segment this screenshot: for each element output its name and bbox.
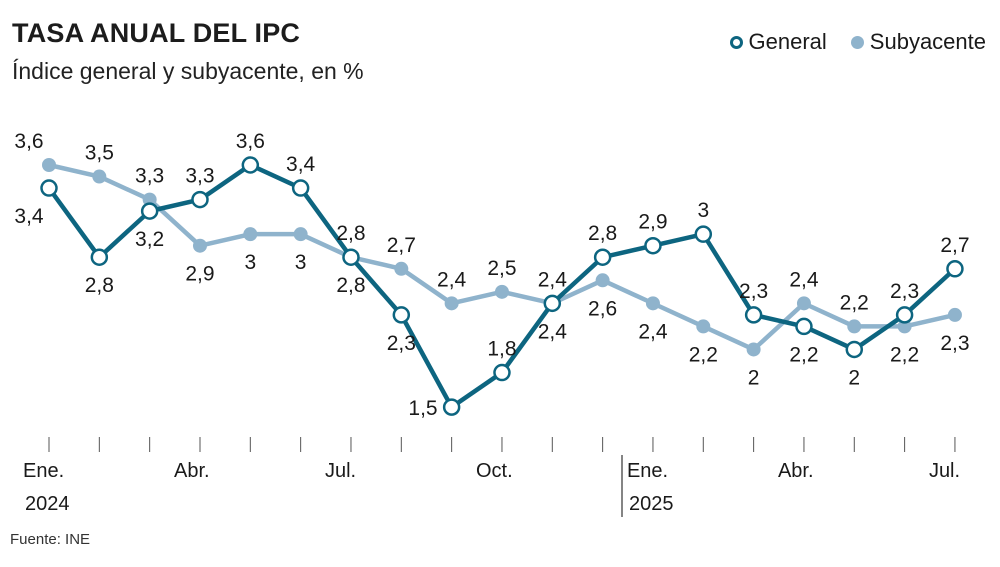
data-point-general xyxy=(342,248,360,266)
data-point-subyacente xyxy=(42,158,56,172)
data-label-subyacente: 2,5 xyxy=(487,257,516,280)
data-point-general xyxy=(442,398,461,416)
data-point-subyacente xyxy=(394,261,409,276)
data-label-general: 2,3 xyxy=(739,280,768,303)
data-point-general xyxy=(241,156,260,174)
data-label-general: 2,8 xyxy=(336,274,365,297)
data-label-subyacente: 2,6 xyxy=(588,297,617,320)
data-point-general xyxy=(140,202,159,220)
data-point-general xyxy=(90,248,109,266)
x-tick-label: Abr. xyxy=(778,460,814,482)
data-label-subyacente: 2,7 xyxy=(387,234,416,257)
data-label-subyacente: 2,2 xyxy=(689,343,718,366)
data-point-subyacente xyxy=(293,227,308,242)
data-label-subyacente: 3,5 xyxy=(85,142,114,165)
data-point-subyacente xyxy=(847,319,862,334)
data-label-subyacente: 2,3 xyxy=(940,332,969,355)
data-label-subyacente: 2,4 xyxy=(538,268,568,291)
data-label-general: 3,4 xyxy=(286,153,316,176)
data-label-general: 2 xyxy=(848,366,860,389)
data-label-subyacente: 2,4 xyxy=(638,320,668,343)
x-tick-label: Ene. xyxy=(23,460,64,482)
data-label-subyacente: 2,2 xyxy=(890,343,919,366)
data-label-general: 1,8 xyxy=(487,338,516,361)
data-point-subyacente xyxy=(696,319,711,334)
data-label-general: 2,9 xyxy=(638,211,667,234)
x-year-label: 2024 xyxy=(25,493,70,515)
data-point-general xyxy=(291,179,310,197)
data-label-general: 2,7 xyxy=(940,234,969,257)
data-point-general xyxy=(543,294,562,313)
data-point-subyacente xyxy=(595,273,610,288)
x-tick-label: Oct. xyxy=(476,460,513,482)
data-point-subyacente xyxy=(142,192,157,207)
chart-title: TASA ANUAL DEL IPC xyxy=(12,18,301,48)
data-point-general xyxy=(845,340,864,359)
data-point-subyacente xyxy=(796,296,811,311)
data-label-subyacente: 3,3 xyxy=(135,165,164,188)
data-label-general: 2,4 xyxy=(538,320,568,343)
data-label-subyacente: 2,2 xyxy=(840,291,869,314)
data-point-subyacente xyxy=(897,319,912,334)
data-point-general xyxy=(40,179,58,197)
x-tick-label: Abr. xyxy=(174,460,210,482)
data-label-general: 2,2 xyxy=(789,343,818,366)
source-note: Fuente: INE xyxy=(10,531,91,548)
data-point-general xyxy=(895,306,914,324)
legend-label-subyacente: Subyacente xyxy=(869,29,986,54)
data-label-subyacente: 2,8 xyxy=(336,222,365,245)
data-label-general: 3 xyxy=(697,199,709,222)
data-label-general: 2,8 xyxy=(85,274,114,297)
chart-subtitle: Índice general y subyacente, en % xyxy=(12,58,364,84)
data-point-general xyxy=(493,363,511,382)
data-label-subyacente: 3 xyxy=(244,251,256,274)
data-point-general xyxy=(694,225,713,243)
data-label-general: 2,3 xyxy=(890,280,919,303)
data-point-general xyxy=(795,317,813,336)
data-label-general: 3,4 xyxy=(14,205,44,228)
legend-label-general: General xyxy=(748,29,827,54)
data-label-subyacente: 2,4 xyxy=(789,268,819,291)
data-label-general: 3,2 xyxy=(135,228,164,251)
data-label-subyacente: 3,6 xyxy=(14,130,43,153)
data-point-general xyxy=(744,306,763,324)
data-label-general: 2,3 xyxy=(387,332,416,355)
data-point-subyacente xyxy=(947,307,962,322)
data-point-general xyxy=(191,190,209,209)
x-tick-label: Jul. xyxy=(325,460,356,482)
data-point-subyacente xyxy=(444,296,459,311)
data-point-subyacente xyxy=(192,238,207,253)
x-year-label: 2025 xyxy=(629,493,674,515)
data-point-subyacente xyxy=(746,342,761,357)
data-label-subyacente: 3 xyxy=(295,251,307,274)
x-tick-label: Jul. xyxy=(929,460,960,482)
hollow-circle-icon xyxy=(729,35,743,49)
data-label-general: 2,8 xyxy=(588,222,617,245)
data-point-general xyxy=(392,306,411,324)
legend: General Subyacente xyxy=(706,29,986,55)
data-label-general: 3,6 xyxy=(236,130,265,153)
data-label-subyacente: 2,9 xyxy=(185,263,214,286)
data-label-subyacente: 2 xyxy=(748,366,760,389)
data-point-subyacente xyxy=(92,169,107,184)
data-label-general: 1,5 xyxy=(408,397,437,420)
data-label-general: 3,3 xyxy=(185,165,214,188)
data-point-general xyxy=(946,260,964,278)
legend-item-subyacente: Subyacente xyxy=(850,29,986,55)
filled-circle-icon xyxy=(850,35,864,49)
data-point-subyacente xyxy=(243,227,258,242)
x-tick-label: Ene. xyxy=(627,460,668,482)
legend-item-general: General xyxy=(729,29,827,55)
data-point-general xyxy=(593,248,612,266)
data-point-general xyxy=(644,236,662,255)
data-point-subyacente xyxy=(645,296,660,311)
data-point-subyacente xyxy=(494,284,509,299)
data-label-subyacente: 2,4 xyxy=(437,268,467,291)
